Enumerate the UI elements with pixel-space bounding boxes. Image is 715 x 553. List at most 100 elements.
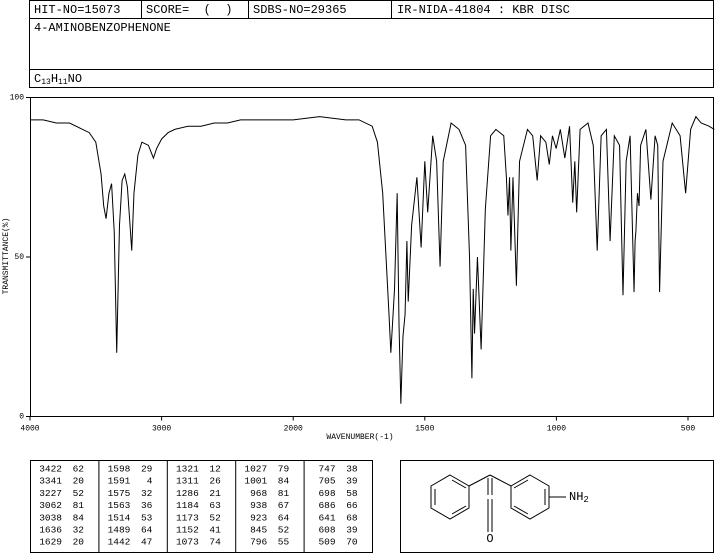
peak-transmittance: 32 <box>73 525 85 536</box>
peak-transmittance: 62 <box>73 464 85 475</box>
peak-transmittance: 20 <box>73 476 85 487</box>
peak-transmittance: 81 <box>278 488 290 499</box>
bond <box>489 474 512 487</box>
peak-transmittance: 67 <box>278 500 289 511</box>
peak-wavenumber: 705 <box>318 476 335 487</box>
formula-sub: 11 <box>58 78 68 87</box>
hit-no: HIT-NO=15073 <box>34 3 120 17</box>
x-tick-label: 3000 <box>152 425 171 434</box>
peak-wavenumber: 1489 <box>108 525 131 536</box>
peak-transmittance: 52 <box>278 525 290 536</box>
peak-wavenumber: 3422 <box>39 464 62 475</box>
y-tick-label: 0 <box>19 413 24 422</box>
peak-wavenumber: 968 <box>250 488 267 499</box>
y-tick-label: 50 <box>14 253 24 262</box>
peak-transmittance: 38 <box>346 464 358 475</box>
plot-frame <box>30 97 714 417</box>
peak-transmittance: 74 <box>209 537 221 548</box>
peak-transmittance: 29 <box>141 464 153 475</box>
formula-part: C <box>34 72 41 86</box>
ring <box>510 474 550 520</box>
peak-wavenumber: 1152 <box>176 525 199 536</box>
mask <box>484 495 496 499</box>
bond <box>513 479 529 489</box>
peak-wavenumber: 1184 <box>176 500 199 511</box>
peak-wavenumber: 796 <box>250 537 267 548</box>
compound: 4-AMINOBENZOPHENONE <box>34 21 171 35</box>
peak-wavenumber: 1286 <box>176 488 199 499</box>
peak-wavenumber: 1442 <box>108 537 131 548</box>
peak-transmittance: 52 <box>73 488 85 499</box>
peak-transmittance: 32 <box>141 488 153 499</box>
peak-transmittance: 64 <box>141 525 153 536</box>
amine-label: NH2 <box>569 490 589 505</box>
peak-transmittance: 20 <box>73 537 85 548</box>
peak-wavenumber: 1311 <box>176 476 199 487</box>
peak-wavenumber: 938 <box>250 500 267 511</box>
spectrum-line <box>30 115 715 404</box>
structure-box <box>400 460 714 553</box>
formula-part: H <box>51 72 58 86</box>
method: IR-NIDA-41804 : KBR DISC <box>397 3 570 17</box>
bond <box>513 505 529 515</box>
peak-wavenumber: 1027 <box>244 464 267 475</box>
peak-transmittance: 4 <box>147 476 153 487</box>
x-tick-label: 1000 <box>547 425 566 434</box>
peak-wavenumber: 608 <box>318 525 335 536</box>
y-axis-label: TRANSMITTANCE(%) <box>2 218 11 295</box>
peak-wavenumber: 509 <box>318 537 335 548</box>
peak-transmittance: 68 <box>346 512 358 523</box>
peak-wavenumber: 845 <box>250 525 267 536</box>
peak-transmittance: 55 <box>278 537 290 548</box>
peak-wavenumber: 1563 <box>108 500 131 511</box>
x-tick-label: 1500 <box>415 425 434 434</box>
x-axis-label: WAVENUMBER(-1) <box>326 433 393 442</box>
peak-transmittance: 58 <box>346 488 358 499</box>
peak-wavenumber: 3062 <box>39 500 62 511</box>
peak-wavenumber: 3341 <box>39 476 62 487</box>
peak-transmittance: 66 <box>346 500 358 511</box>
bond <box>468 474 491 487</box>
peak-wavenumber: 747 <box>318 464 335 475</box>
peak-transmittance: 39 <box>346 476 358 487</box>
peak-wavenumber: 1575 <box>108 488 131 499</box>
bond <box>451 505 467 515</box>
peak-wavenumber: 686 <box>318 500 335 511</box>
peak-wavenumber: 1173 <box>176 512 199 523</box>
x-tick-label: 2000 <box>284 425 303 434</box>
peak-wavenumber: 641 <box>318 512 335 523</box>
oxygen-label: O <box>486 532 493 546</box>
peak-wavenumber: 923 <box>250 512 267 523</box>
peak-wavenumber: 1629 <box>39 537 62 548</box>
peak-transmittance: 64 <box>278 512 290 523</box>
score: SCORE= ( ) <box>146 3 232 17</box>
peak-wavenumber: 1591 <box>108 476 131 487</box>
x-tick-label: 500 <box>681 425 696 434</box>
bond <box>451 479 467 489</box>
peak-wavenumber: 3227 <box>39 488 62 499</box>
peak-transmittance: 84 <box>278 476 290 487</box>
peak-transmittance: 47 <box>141 537 152 548</box>
structure-drawing <box>430 474 566 532</box>
peak-transmittance: 84 <box>73 512 85 523</box>
peak-transmittance: 53 <box>141 512 153 523</box>
sdbs-no: SDBS-NO=29365 <box>253 3 347 17</box>
peak-wavenumber: 1321 <box>176 464 199 475</box>
peak-wavenumber: 1598 <box>108 464 131 475</box>
peak-wavenumber: 1001 <box>244 476 267 487</box>
amine-part: NH <box>569 490 583 504</box>
peak-wavenumber: 1636 <box>39 525 62 536</box>
formula-sub: 13 <box>41 78 51 87</box>
y-tick-label: 100 <box>10 94 25 103</box>
peak-wavenumber: 698 <box>318 488 335 499</box>
formula-part: NO <box>68 72 82 86</box>
peak-transmittance: 70 <box>346 537 358 548</box>
amine-sub: 2 <box>583 495 588 505</box>
peak-wavenumber: 1514 <box>108 512 131 523</box>
peak-transmittance: 26 <box>209 476 221 487</box>
peak-transmittance: 81 <box>73 500 85 511</box>
header-box <box>29 0 714 88</box>
peak-transmittance: 36 <box>141 500 153 511</box>
